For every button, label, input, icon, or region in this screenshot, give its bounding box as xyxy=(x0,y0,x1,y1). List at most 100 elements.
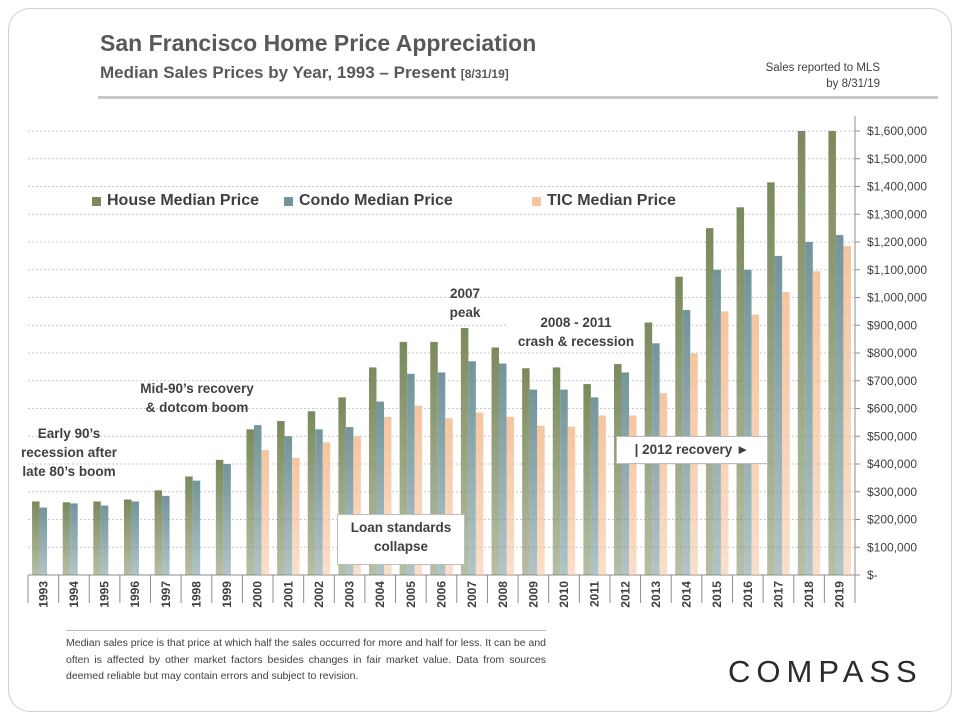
bar-condo xyxy=(835,235,844,575)
y-tick-label: $400,000 xyxy=(867,457,917,471)
subtitle-text: Median Sales Prices by Year, 1993 – Pres… xyxy=(100,63,456,82)
x-tick-label: 2014 xyxy=(680,581,694,608)
x-tick-label: 2001 xyxy=(281,581,295,608)
bar-condo xyxy=(407,373,415,575)
annotation-mid-90s-line-1: Mid-90’s recovery xyxy=(140,381,254,396)
bar-condo xyxy=(744,269,752,575)
annotation-2007-peak-line-1: 2007 xyxy=(449,286,481,301)
annotation-crash: 2008 - 2011 crash & recession xyxy=(508,313,644,351)
x-tick-label: 2015 xyxy=(710,581,724,608)
legend-label-condo: Condo Median Price xyxy=(299,192,453,209)
bar-house xyxy=(828,131,836,575)
annotation-2012-recovery: | 2012 recovery ► xyxy=(616,436,768,464)
bar-condo xyxy=(70,503,78,575)
bar-tic xyxy=(690,353,698,575)
bar-house xyxy=(767,182,775,575)
x-tick-label: 2019 xyxy=(833,581,847,608)
bar-tic xyxy=(567,426,576,575)
bar-tic xyxy=(414,405,423,575)
bar-tic xyxy=(782,291,790,575)
x-tick-label: 2011 xyxy=(588,581,602,607)
y-tick-label: $800,000 xyxy=(867,346,917,360)
bar-house xyxy=(246,429,254,575)
x-tick-label: 1999 xyxy=(220,581,234,608)
bar-condo xyxy=(253,425,262,575)
x-tick-label: 2003 xyxy=(343,581,357,608)
bar-condo xyxy=(100,505,109,575)
y-tick-label: $200,000 xyxy=(867,513,917,527)
annotation-loan-line-2: collapse xyxy=(373,539,429,554)
y-tick-label: $700,000 xyxy=(867,374,917,388)
legend-swatch-house xyxy=(92,196,101,206)
annotation-2007-peak-line-2: peak xyxy=(449,305,481,320)
x-tick-label: 2013 xyxy=(649,581,663,608)
bar-condo xyxy=(39,507,48,575)
header-divider xyxy=(98,96,938,99)
x-tick-label: 2005 xyxy=(404,581,418,608)
x-tick-label: 1993 xyxy=(36,581,50,608)
x-tick-label: 2008 xyxy=(496,581,510,608)
bar-tic xyxy=(812,271,821,575)
y-tick-label: $100,000 xyxy=(867,540,917,554)
y-tick-label: $1,100,000 xyxy=(867,263,927,277)
annotation-crash-line-2: crash & recession xyxy=(517,334,635,349)
bar-condo xyxy=(468,361,476,575)
bar-house xyxy=(460,328,469,575)
bar-condo xyxy=(805,242,813,575)
bar-house xyxy=(185,476,193,575)
legend-label-tic: TIC Median Price xyxy=(547,192,676,209)
legend-label-house: House Median Price xyxy=(107,192,260,209)
chart-frame xyxy=(8,8,952,712)
x-tick-label: 2002 xyxy=(312,581,326,608)
bar-tic xyxy=(506,416,515,575)
annotation-mid-90s: Mid-90’s recovery & dotcom boom xyxy=(124,379,270,417)
bar-condo xyxy=(131,501,139,575)
bar-condo xyxy=(621,372,630,575)
annotation-early-90s-line-2: recession after xyxy=(20,445,118,460)
x-tick-label: 1996 xyxy=(128,581,142,608)
x-tick-label: 2007 xyxy=(465,581,479,608)
y-tick-label: $500,000 xyxy=(867,429,917,443)
mls-note-line-2: by 8/31/19 xyxy=(826,78,880,90)
legend-item-house: House Median Price xyxy=(92,192,259,210)
bar-tic xyxy=(659,393,668,575)
bar-tic xyxy=(537,425,545,575)
bar-tic xyxy=(475,412,484,575)
x-tick-label: 2004 xyxy=(373,581,387,608)
legend-swatch-condo xyxy=(284,196,293,206)
bar-house xyxy=(62,502,71,575)
bar-house xyxy=(93,501,101,575)
bar-tic xyxy=(445,418,453,575)
bar-tic xyxy=(292,457,300,575)
x-tick-label: 1995 xyxy=(98,581,112,608)
y-tick-label: $1,200,000 xyxy=(867,235,927,249)
bar-house xyxy=(797,131,806,575)
bar-house xyxy=(583,384,591,575)
y-tick-label: $900,000 xyxy=(867,318,917,332)
bar-tic xyxy=(598,415,606,575)
annotation-2007-peak: 2007 peak xyxy=(430,284,500,322)
bar-condo xyxy=(284,436,293,575)
bar-house xyxy=(675,276,683,575)
bar-house xyxy=(705,228,714,575)
x-tick-label: 2009 xyxy=(526,581,540,608)
bar-house xyxy=(307,411,316,575)
bar-condo xyxy=(345,427,354,575)
y-tick-label: $1,000,000 xyxy=(867,291,927,305)
bar-house xyxy=(154,490,163,575)
y-tick-label: $- xyxy=(867,568,878,582)
bar-condo xyxy=(774,255,783,575)
footnote: Median sales price is that price at whic… xyxy=(66,630,546,685)
y-tick-label: $1,300,000 xyxy=(867,207,927,221)
bar-condo xyxy=(560,389,568,575)
bar-tic xyxy=(353,436,361,575)
compass-logo: COMPASS xyxy=(728,654,923,689)
y-tick-label: $1,500,000 xyxy=(867,152,927,166)
x-tick-label: 2016 xyxy=(741,581,755,608)
bar-house xyxy=(552,367,561,575)
annotation-loan-line-1: Loan standards xyxy=(350,520,452,535)
bar-tic xyxy=(843,246,851,575)
annotation-early-90s-line-3: late 80’s boom xyxy=(22,464,116,479)
bar-house xyxy=(368,367,377,575)
